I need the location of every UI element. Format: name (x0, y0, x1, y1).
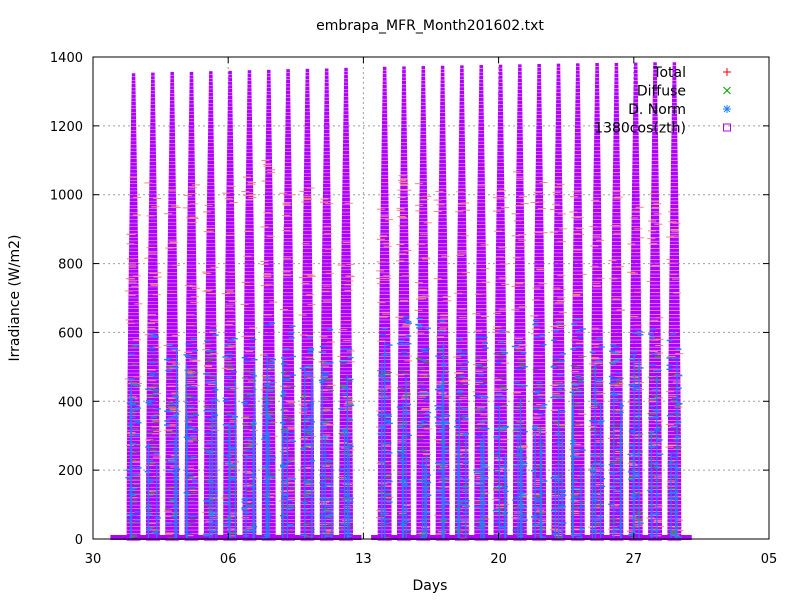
day-series-group (221, 70, 239, 541)
day-series-group (298, 68, 316, 541)
day-series-group (375, 66, 394, 541)
day-series-group (395, 66, 413, 541)
day-series-group (259, 69, 278, 541)
night-baseline (371, 535, 692, 540)
day-series-group (414, 66, 432, 541)
day-series-group (491, 64, 510, 541)
day-series-group (530, 64, 548, 541)
day-series-group (144, 72, 162, 541)
data-marks (110, 62, 692, 541)
day-series-group (472, 65, 490, 541)
day-series-group (124, 73, 143, 541)
day-series-group (201, 71, 219, 541)
day-series-group (511, 64, 529, 541)
day-series-group (318, 68, 336, 541)
day-series-group (182, 71, 201, 541)
day-series-group (240, 70, 258, 541)
day-series-group (569, 63, 587, 541)
day-series-group (453, 65, 471, 541)
day-series-group (337, 67, 355, 541)
day-series-group (549, 63, 567, 541)
day-series-group (279, 69, 296, 541)
day-series-group (163, 71, 181, 541)
day-series-group (433, 65, 452, 541)
